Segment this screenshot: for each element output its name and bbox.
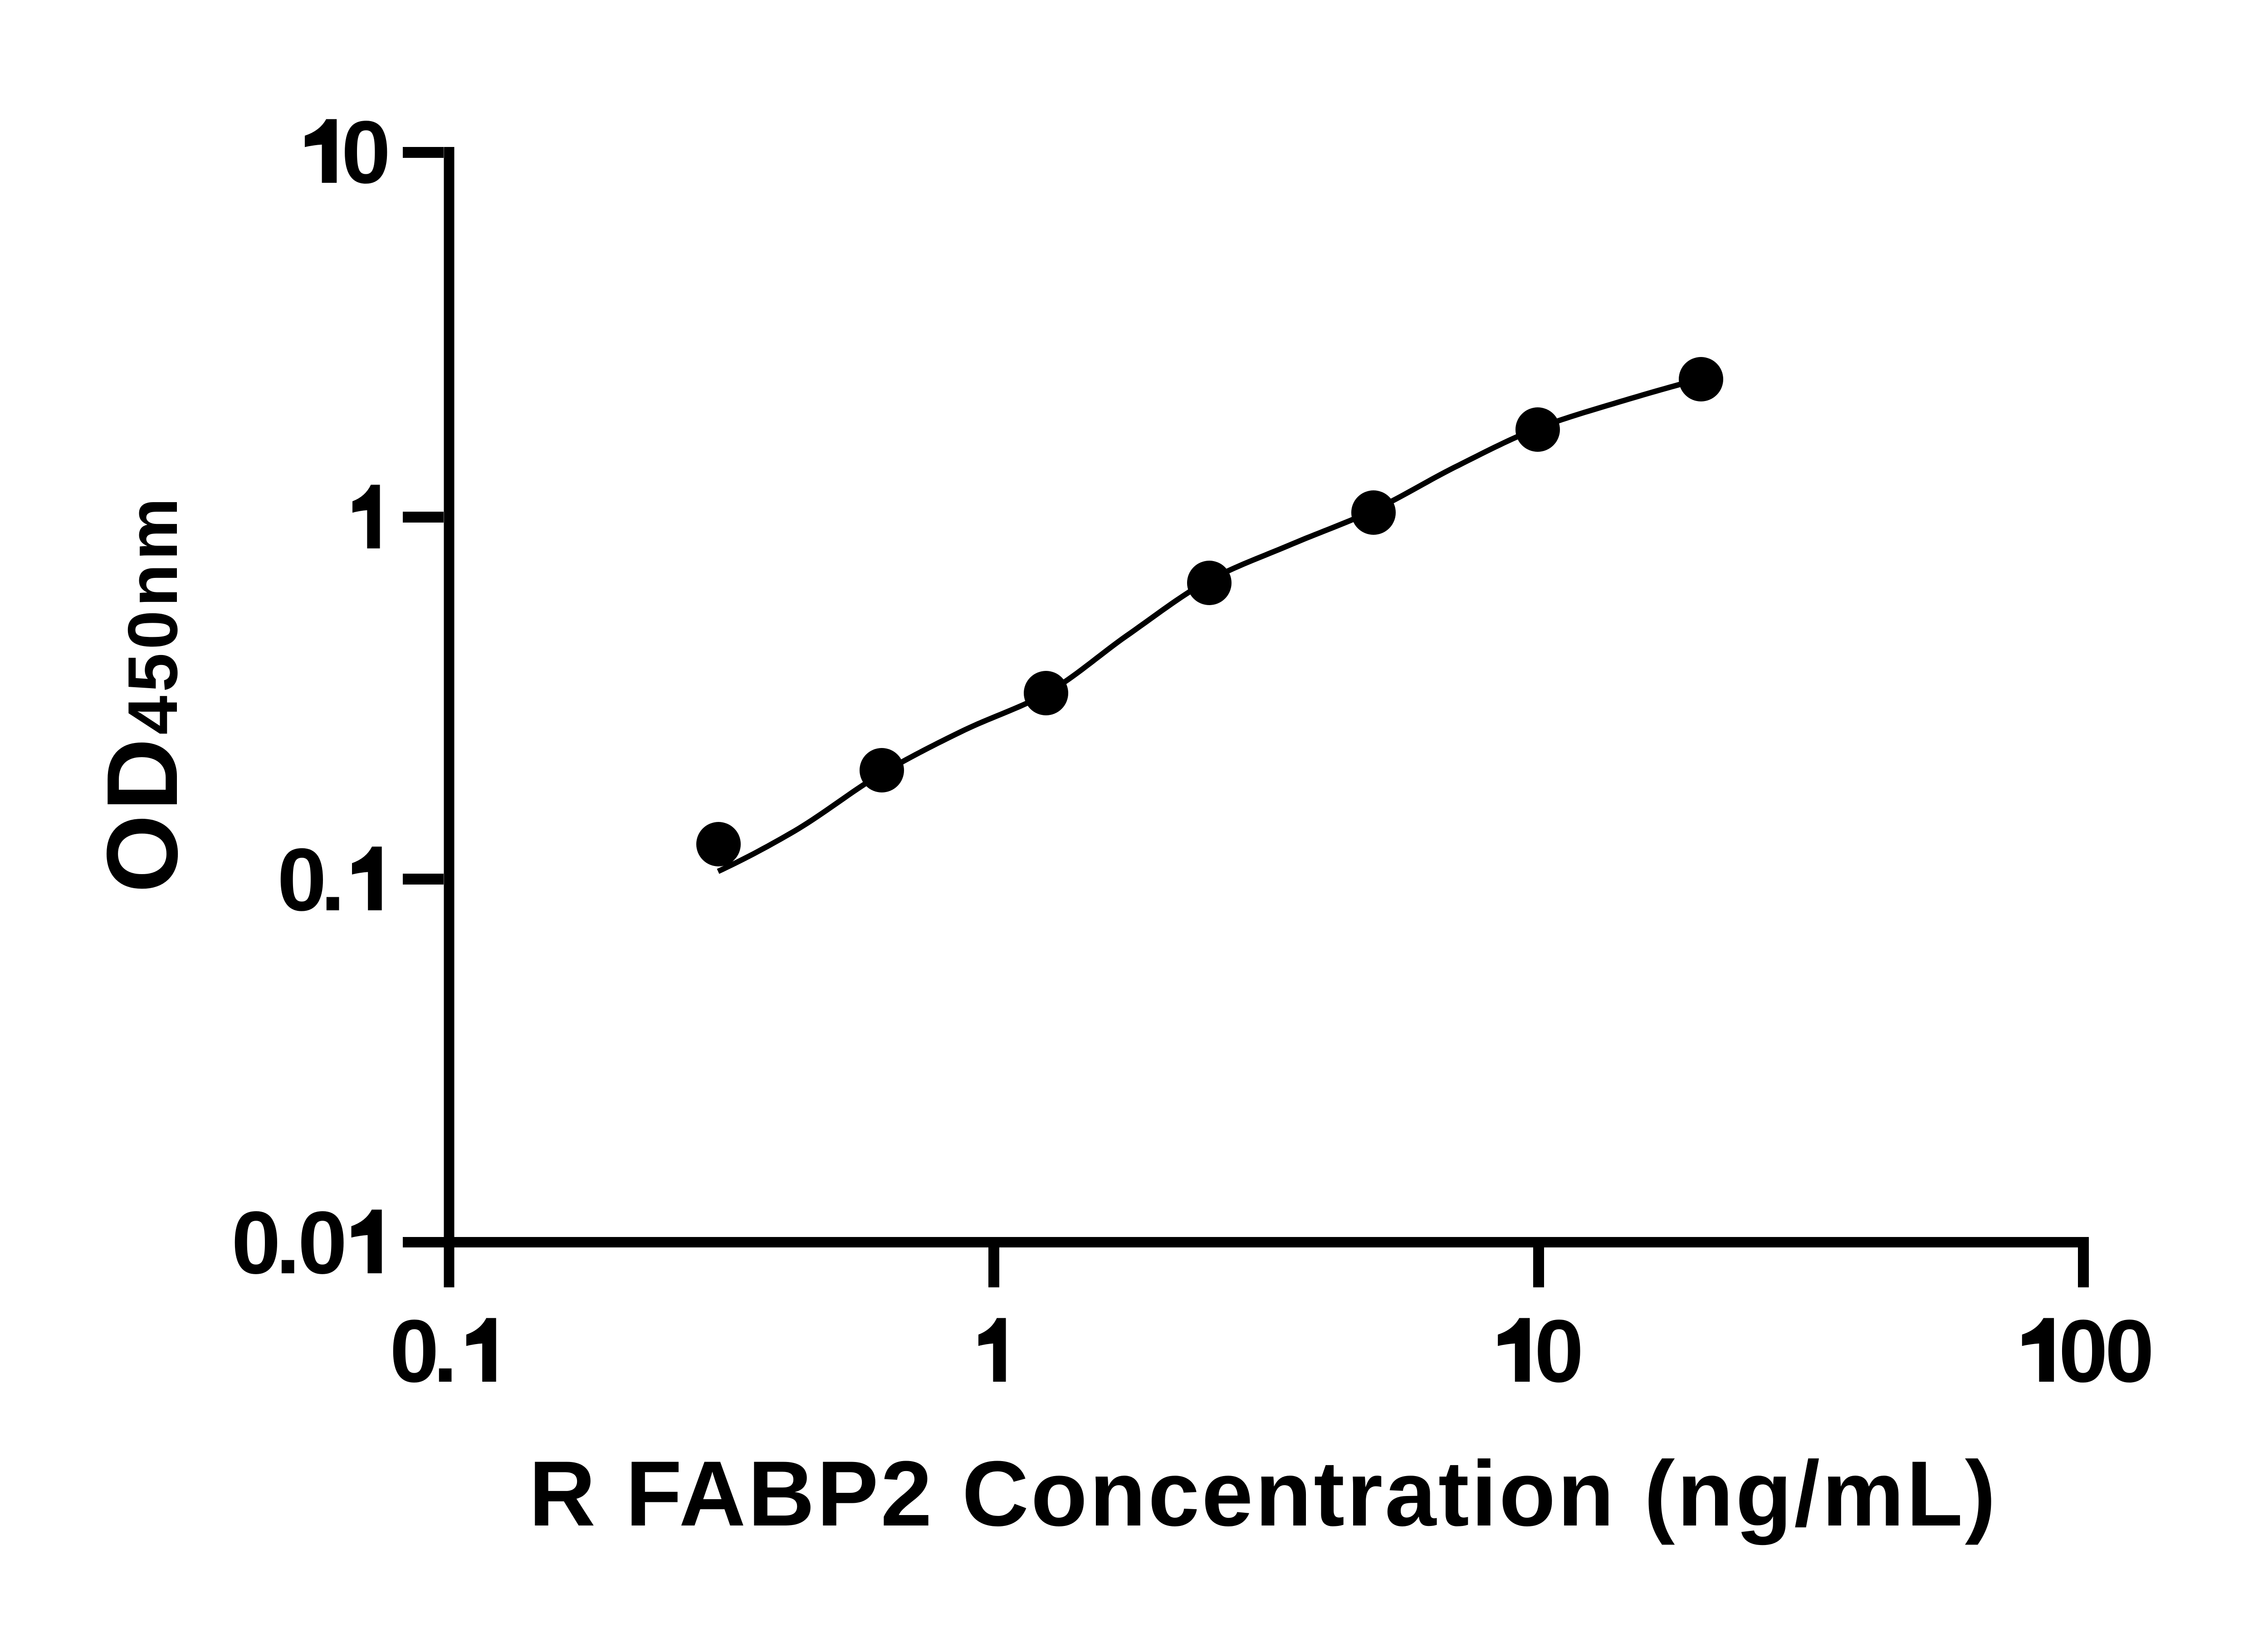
svg-text:0: 0 <box>390 1301 439 1401</box>
svg-text:0: 0 <box>298 1193 347 1292</box>
svg-text:0: 0 <box>1535 1301 1584 1401</box>
svg-text:0: 0 <box>2058 1301 2108 1401</box>
svg-text:OD450nm: OD450nm <box>86 494 199 893</box>
svg-text:0: 0 <box>341 103 391 202</box>
svg-text:0: 0 <box>2105 1301 2154 1401</box>
svg-text:R FABP2 Concentration (ng/mL): R FABP2 Concentration (ng/mL) <box>529 1442 1998 1545</box>
svg-text:0: 0 <box>277 830 327 929</box>
svg-text:.: . <box>276 1193 300 1292</box>
svg-text:0: 0 <box>231 1193 281 1292</box>
svg-text:.: . <box>321 830 345 929</box>
svg-text:.: . <box>433 1301 458 1401</box>
